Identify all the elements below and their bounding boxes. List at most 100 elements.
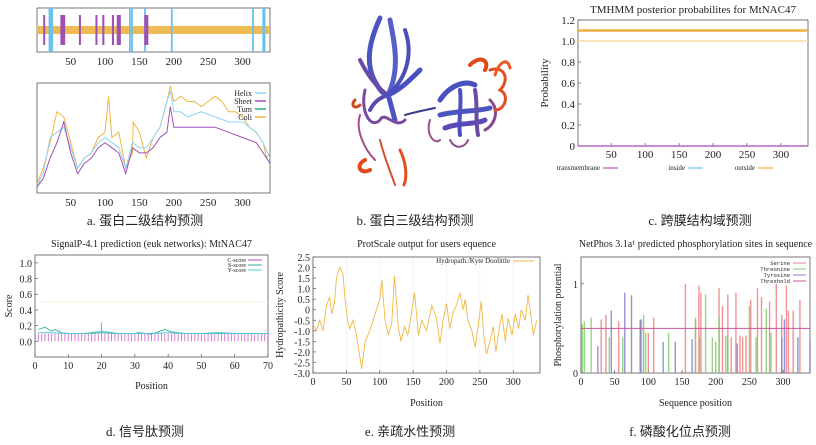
bar-tyrosine — [674, 341, 676, 373]
tmhmm-chart: TMHMM posterior probabilites for MtNAC47… — [539, 4, 809, 172]
series-line-hydropathy — [312, 266, 538, 369]
protein-3d-ribbon-image — [351, 15, 512, 187]
sheet-marker — [144, 15, 149, 45]
x-tick-label: 200 — [166, 197, 183, 209]
y-tick-label: -1.0 — [294, 327, 310, 338]
x-tick-label: 100 — [637, 149, 654, 161]
bar-tyrosine — [597, 346, 599, 373]
x-tick-label: 0 — [579, 377, 584, 388]
bar-serine — [741, 337, 744, 373]
bar-tyrosine — [736, 343, 738, 373]
bar-threonine — [694, 317, 697, 373]
x-tick-label: 50 — [65, 197, 77, 209]
caption-b: b. 蛋白三级结构预测 — [356, 213, 474, 228]
plot-frame — [34, 254, 269, 358]
legend-label: C-score — [227, 258, 246, 264]
legend-label: Coli — [238, 113, 253, 122]
y-tick-label: 0.5 — [298, 295, 311, 306]
bar-serine — [727, 294, 729, 373]
y-tick-label: 1.5 — [298, 274, 311, 285]
x-tick-label: 250 — [742, 377, 757, 388]
series-line-helix — [36, 91, 271, 187]
bar-serine — [768, 301, 771, 373]
y-tick-label: 0.4 — [20, 306, 33, 317]
bar-threonine — [698, 337, 701, 373]
bar-tyrosine — [624, 292, 626, 373]
y-tick-label: 0.8 — [20, 275, 33, 286]
bar-serine — [735, 292, 737, 373]
y-tick-label: 0.2 — [561, 120, 575, 132]
chart-title: TMHMM posterior probabilites for MtNAC47 — [590, 4, 796, 16]
x-tick-label: 70 — [263, 361, 273, 372]
bar-serine — [799, 299, 801, 373]
legend-label: Y-score — [228, 268, 247, 274]
y-tick-label: -2.0 — [294, 348, 310, 359]
panel-e-protscale: ProtScale output for users equence 2.5 2.0… — [275, 235, 545, 445]
bar-serine — [647, 332, 650, 373]
x-tick-label: 200 — [166, 56, 183, 68]
caption-e: e. 亲疏水性预测 — [364, 424, 456, 439]
bar-serine — [605, 315, 607, 373]
bar-threonine — [765, 308, 767, 373]
bar-threonine — [718, 317, 720, 373]
y-tick-label: 0.2 — [20, 322, 33, 333]
bar-tyrosine — [691, 339, 693, 373]
bar-tyrosine — [783, 319, 786, 373]
x-axis-label: Position — [410, 398, 443, 409]
sheet-marker — [43, 15, 46, 45]
plot-frame — [36, 82, 271, 194]
x-tick-label: 100 — [97, 56, 114, 68]
x-tick-label: 100 — [97, 197, 114, 209]
caption-f: f. 磷酸化位点预测 — [629, 424, 731, 439]
x-tick-label: 300 — [234, 197, 251, 209]
bar-serine — [721, 306, 724, 373]
series-line-sheet — [36, 106, 271, 188]
y-tick-label: 0 — [305, 306, 310, 317]
bar-tyrosine — [662, 341, 664, 373]
x-tick-label: 250 — [200, 56, 217, 68]
legend-label: Sheet — [234, 97, 253, 106]
x-tick-label: 300 — [506, 377, 521, 388]
helix-marker — [51, 8, 54, 52]
bar-threonine — [581, 323, 584, 373]
x-tick-label: 200 — [439, 377, 454, 388]
bar-threonine — [640, 319, 643, 373]
sheet-marker — [111, 15, 114, 45]
x-tick-label: 60 — [230, 361, 240, 372]
caption-d: d. 信号肽预测 — [105, 424, 184, 439]
y-axis-label: Hydropathicity Score — [275, 272, 286, 358]
bar-serine — [730, 337, 732, 373]
x-tick-label: 300 — [773, 149, 790, 161]
y-tick-label: -1.5 — [294, 337, 310, 348]
x-tick-label: 250 — [200, 197, 217, 209]
legend-label: transmembrane — [557, 164, 600, 172]
x-tick-label: 30 — [130, 361, 140, 372]
bar-serine — [600, 319, 602, 373]
sheet-marker — [60, 15, 66, 45]
x-tick-label: 150 — [131, 56, 148, 68]
bar-threonine — [590, 317, 592, 373]
y-tick-label: 1.0 — [561, 36, 575, 48]
legend-label: Threshold — [760, 278, 790, 285]
chart-title: NetPhos 3.1a¹ predicted phosphorylation … — [579, 239, 813, 250]
bar-serine — [745, 335, 747, 373]
bar-serine — [739, 335, 741, 373]
bar-threonine — [725, 335, 727, 373]
y-tick-label: 0.6 — [20, 290, 33, 301]
x-tick-label: 40 — [163, 361, 173, 372]
bar-threonine — [644, 332, 647, 373]
signalp-chart: SignalP-4.1 prediction (euk networks): M… — [4, 239, 273, 392]
bar-tyrosine — [797, 337, 799, 373]
y-tick-label: 1 — [573, 280, 578, 291]
y-axis-label: Score — [4, 294, 15, 317]
caption-c: c. 跨膜结构域预测 — [648, 213, 752, 228]
caption-a: a. 蛋白二级结构预测 — [86, 213, 204, 228]
bar-serine — [618, 321, 620, 373]
bar-tyrosine — [781, 337, 783, 373]
x-tick-label: 300 — [234, 56, 251, 68]
x-tick-label: 200 — [705, 149, 722, 161]
bar-serine — [760, 297, 763, 373]
legend-label: Helix — [234, 89, 252, 98]
panel-b-tertiary-structure: b. 蛋白三级结构预测 — [300, 0, 530, 235]
